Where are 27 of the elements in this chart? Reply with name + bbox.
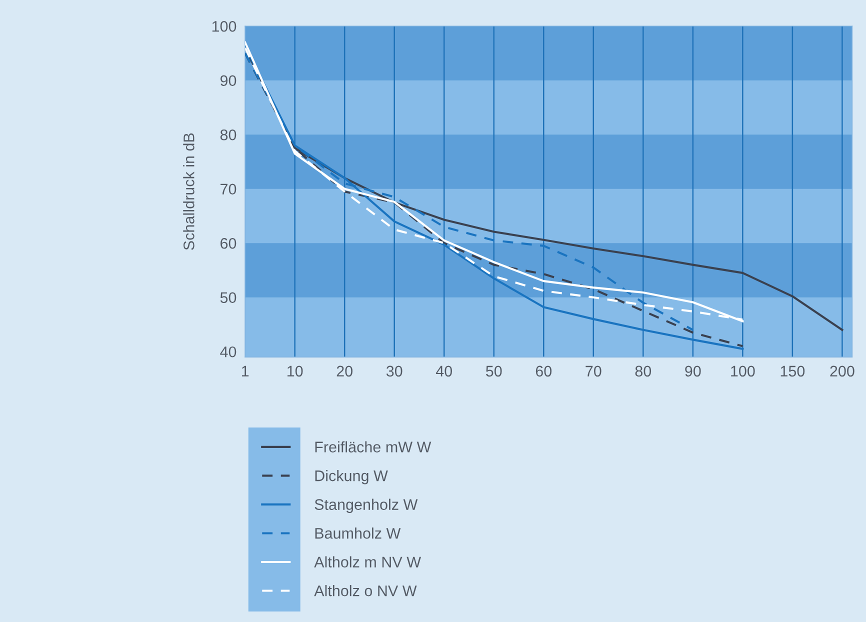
y-tick-label: 60: [220, 238, 236, 249]
legend-label: Baumholz W: [315, 528, 401, 539]
x-tick-label: 1: [242, 366, 249, 376]
y-tick-label: 40: [220, 346, 236, 358]
x-tick-label: 50: [486, 366, 502, 377]
x-tick-label: 150: [780, 366, 805, 377]
y-tick-label: 80: [220, 129, 236, 140]
x-tick-label: 20: [336, 366, 352, 377]
legend-label: Freifläche mW W: [315, 441, 432, 452]
legend-label: Altholz m NV W: [314, 556, 421, 568]
y-axis-title: Schalldruck in dB: [183, 133, 194, 250]
x-tick-label: 70: [586, 366, 602, 377]
y-tick-label: 100: [212, 20, 236, 32]
y-tick-label: 90: [220, 75, 236, 86]
x-tick-label: 60: [536, 366, 552, 377]
x-tick-label: 200: [830, 366, 854, 377]
x-tick-label: 30: [386, 366, 402, 377]
legend-label: Stangenholz W: [314, 498, 418, 513]
x-tick-label: 40: [436, 366, 452, 377]
legend-label: Altholz o NV W: [314, 585, 417, 596]
x-tick-label: 90: [685, 366, 701, 377]
legend-label: Dickung W: [315, 470, 388, 484]
y-tick-label: 50: [220, 292, 236, 304]
x-tick-label: 10: [288, 366, 303, 377]
x-tick-label: 80: [635, 366, 652, 377]
y-tick-label: 70: [220, 184, 236, 195]
x-tick-label: 100: [731, 366, 755, 377]
